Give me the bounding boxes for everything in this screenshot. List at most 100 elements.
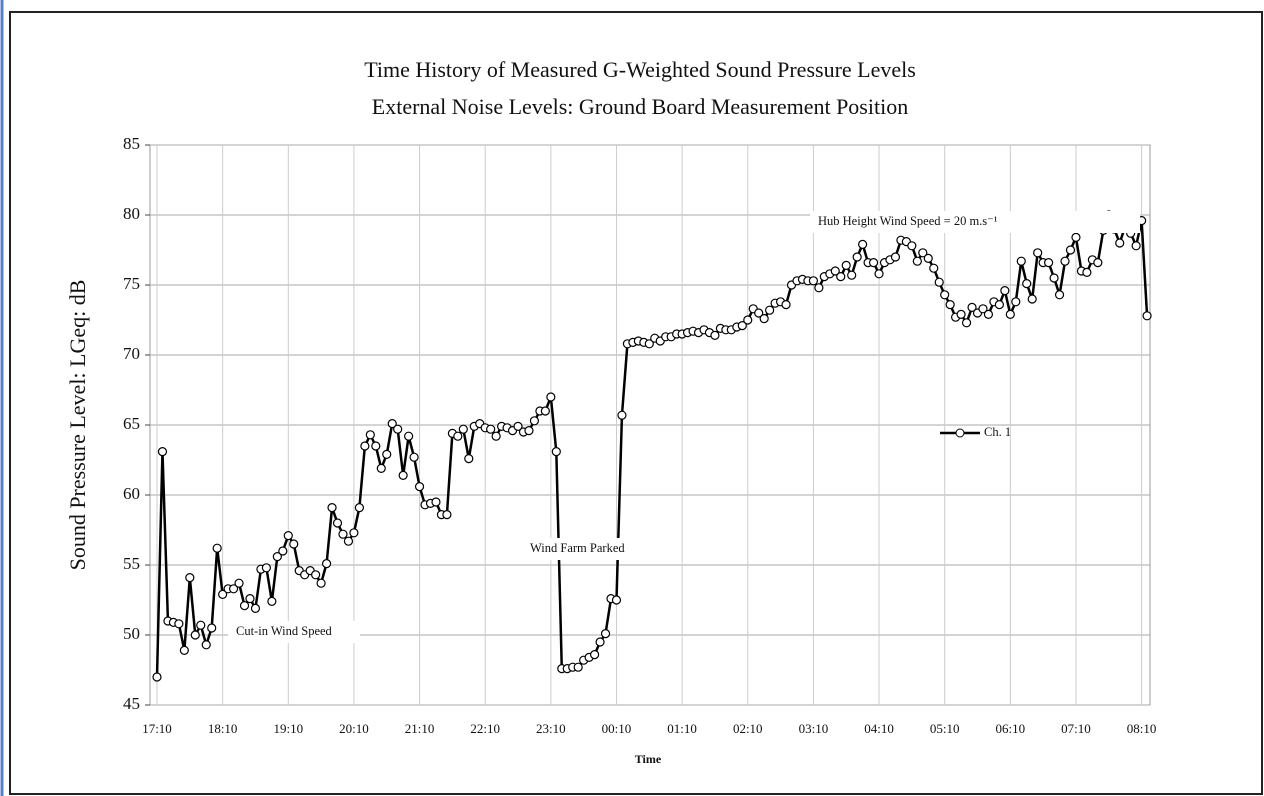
data-point: [589, 649, 600, 660]
x-tick-label: 19:10: [273, 721, 303, 736]
x-tick-label: 03:10: [799, 721, 829, 736]
data-point: [1071, 232, 1081, 242]
y-tick-label: 80: [123, 204, 140, 223]
data-point: [983, 309, 994, 319]
data-point: [283, 530, 293, 541]
y-tick-label: 55: [123, 554, 140, 573]
data-point: [836, 272, 846, 282]
data-point: [431, 497, 441, 507]
data-point: [858, 239, 868, 249]
x-tick-label: 22:10: [470, 721, 500, 736]
data-point: [929, 263, 939, 273]
x-tick-label: 05:10: [930, 721, 960, 736]
y-tick-label: 75: [123, 274, 140, 293]
x-tick-label: 08:10: [1127, 721, 1157, 736]
data-point: [754, 308, 764, 318]
data-point: [945, 300, 955, 310]
data-point: [272, 551, 282, 562]
data-point: [360, 441, 370, 451]
x-tick-label: 17:10: [142, 721, 172, 736]
data-point: [157, 447, 168, 457]
data-point: [349, 528, 359, 538]
data-point: [874, 269, 884, 279]
data-point: [847, 270, 857, 280]
data-point: [311, 570, 321, 580]
y-axis-label: Sound Pressure Level: LGeq: dB: [65, 280, 90, 571]
data-point: [1011, 297, 1021, 307]
data-point: [759, 314, 769, 324]
data-point: [228, 584, 239, 594]
data-point: [245, 593, 255, 604]
data-point: [1033, 248, 1043, 258]
data-point: [321, 558, 332, 569]
data-point: [781, 300, 791, 310]
data-point: [852, 252, 862, 262]
data-point: [890, 252, 901, 262]
annotation-box: [522, 538, 652, 560]
data-point: [1044, 258, 1054, 268]
data-point: [600, 628, 611, 639]
data-point: [343, 536, 354, 546]
x-tick-label: 04:10: [864, 721, 894, 736]
data-point: [174, 619, 184, 629]
annotation: Cut-in Wind Speed: [236, 624, 333, 638]
data-point: [617, 410, 627, 420]
data-point: [453, 431, 463, 441]
annotation: Hub Height Wind Speed = 20 m.s⁻¹: [818, 214, 998, 228]
data-point: [267, 596, 277, 607]
data-point: [1115, 238, 1125, 248]
data-point: [978, 304, 988, 314]
legend-label: Ch. 1: [984, 425, 1011, 439]
chart-subtitle: External Noise Levels: Ground Board Meas…: [372, 94, 908, 119]
data-point: [278, 546, 288, 556]
y-tick-label: 60: [123, 484, 140, 503]
data-point: [464, 454, 474, 464]
x-tick-label: 06:10: [996, 721, 1026, 736]
y-tick-label: 65: [123, 414, 140, 433]
x-axis-label: Time: [635, 752, 662, 766]
x-tick-label: 02:10: [733, 721, 763, 736]
x-tick-label: 21:10: [405, 721, 435, 736]
data-point: [1054, 290, 1065, 300]
data-point: [940, 290, 950, 300]
data-point: [338, 529, 348, 539]
y-tick-label: 70: [123, 344, 140, 363]
chart-title: Time History of Measured G-Weighted Soun…: [364, 57, 916, 82]
annotation: Wind Farm Parked: [530, 541, 625, 555]
data-point: [327, 503, 337, 513]
data-point: [404, 431, 414, 441]
data-point: [1027, 294, 1037, 304]
data-point: [808, 276, 819, 286]
data-point: [1049, 273, 1059, 283]
x-tick-label: 18:10: [208, 721, 238, 736]
data-point: [458, 424, 468, 434]
data-point: [387, 419, 397, 429]
data-point: [710, 330, 720, 340]
data-point: [398, 470, 408, 480]
legend-marker: [955, 428, 965, 438]
data-point: [743, 315, 753, 325]
data-point: [868, 258, 879, 268]
x-tick-label: 01:10: [667, 721, 697, 736]
y-tick-label: 85: [123, 134, 140, 153]
annotation-box: [810, 211, 1140, 233]
data-point: [365, 430, 375, 440]
data-point: [1082, 267, 1092, 277]
data-point: [1022, 279, 1032, 289]
data-point: [179, 645, 189, 656]
data-point: [595, 637, 605, 647]
data-point: [207, 623, 217, 633]
data-point: [185, 572, 195, 583]
data-point: [218, 589, 228, 600]
data-point: [1060, 256, 1070, 266]
x-tick-label: 00:10: [602, 721, 632, 736]
y-tick-label: 45: [123, 694, 140, 713]
data-point: [1131, 241, 1141, 251]
data-point: [289, 539, 299, 549]
data-point: [371, 441, 381, 451]
data-point: [491, 431, 501, 441]
data-point: [486, 424, 496, 434]
data-point: [393, 424, 403, 434]
data-point: [316, 578, 326, 588]
